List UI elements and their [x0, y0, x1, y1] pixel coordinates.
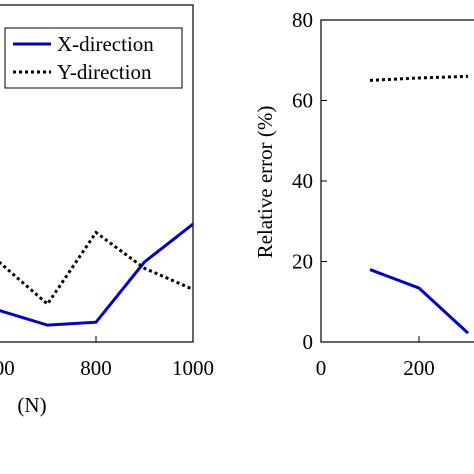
x-tick-label: 600 [0, 356, 15, 380]
y-tick-label: 0 [303, 330, 314, 354]
legend-label: Y-direction [57, 60, 152, 84]
x-tick-label: 200 [403, 356, 435, 380]
data-line [0, 230, 194, 307]
plot-frame [0, 4, 194, 343]
legend-label: X-direction [57, 32, 154, 56]
data-line [0, 222, 194, 327]
data-line [369, 74, 469, 82]
y-axis-label: Relative error (%) [253, 106, 277, 259]
y-tick-label: 40 [292, 169, 313, 193]
y-tick-label: 60 [292, 89, 313, 113]
x-tick-label: 1000 [172, 356, 214, 380]
legend-box [4, 27, 183, 89]
x-tick-label: 0 [316, 356, 327, 380]
y-tick-label: 20 [292, 250, 313, 274]
x-axis-label: (N) [17, 393, 46, 417]
y-tick-label: 80 [292, 8, 313, 32]
plot-frame [320, 19, 474, 343]
data-line [369, 268, 470, 335]
x-tick-label: 800 [80, 356, 112, 380]
